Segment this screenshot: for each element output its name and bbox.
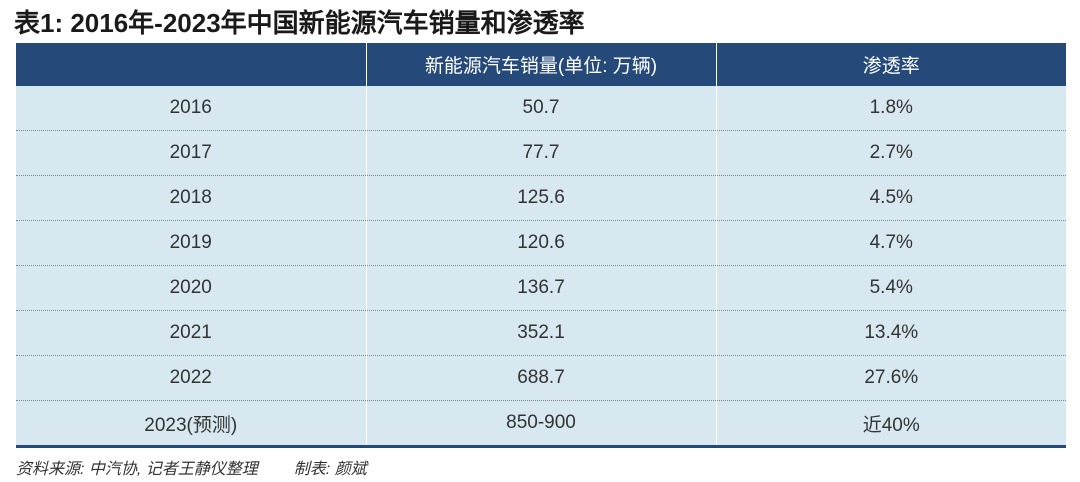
cell-penetration: 近40% <box>715 400 1066 448</box>
table-row: 2020 136.7 5.4% <box>16 265 1066 311</box>
table-title: 表1: 2016年-2023年中国新能源汽车销量和渗透率 <box>14 8 585 38</box>
cell-penetration: 13.4% <box>715 310 1066 356</box>
cell-penetration: 4.7% <box>715 220 1066 266</box>
header-sales: 新能源汽车销量(单位: 万辆) <box>365 43 716 86</box>
cell-sales: 77.7 <box>365 130 716 176</box>
header-year <box>16 43 366 86</box>
cell-sales: 120.6 <box>365 220 716 266</box>
cell-year: 2019 <box>16 220 366 266</box>
cell-sales: 352.1 <box>365 310 716 356</box>
table-row: 2019 120.6 4.7% <box>16 220 1066 266</box>
cell-penetration: 1.8% <box>715 86 1066 131</box>
table-header-row: 新能源汽车销量(单位: 万辆) 渗透率 <box>16 43 1066 86</box>
cell-year: 2021 <box>16 310 366 356</box>
cell-sales: 136.7 <box>365 265 716 311</box>
maker-text: 制表: 颜斌 <box>293 461 367 478</box>
cell-year: 2023(预测) <box>16 400 366 448</box>
cell-year: 2020 <box>16 265 366 311</box>
table-row: 2018 125.6 4.5% <box>16 175 1066 221</box>
cell-year: 2022 <box>16 355 366 401</box>
source-note: 资料来源: 中汽协, 记者王静仪整理 制表: 颜斌 <box>16 455 367 479</box>
cell-penetration: 5.4% <box>715 265 1066 311</box>
cell-year: 2016 <box>16 86 366 131</box>
cell-year: 2018 <box>16 175 366 221</box>
table-row: 2022 688.7 27.6% <box>16 355 1066 401</box>
cell-year: 2017 <box>16 130 366 176</box>
table-row: 2021 352.1 13.4% <box>16 310 1066 356</box>
table-row: 2016 50.7 1.8% <box>16 86 1066 131</box>
sales-penetration-table: 新能源汽车销量(单位: 万辆) 渗透率 2016 50.7 1.8% 2017 … <box>16 43 1066 448</box>
cell-sales: 850-900 <box>365 400 716 448</box>
cell-penetration: 27.6% <box>715 355 1066 401</box>
table-row: 2017 77.7 2.7% <box>16 130 1066 176</box>
table-row: 2023(预测) 850-900 近40% <box>16 400 1066 448</box>
cell-sales: 125.6 <box>365 175 716 221</box>
cell-sales: 50.7 <box>365 86 716 131</box>
data-table-container: 新能源汽车销量(单位: 万辆) 渗透率 2016 50.7 1.8% 2017 … <box>16 43 1066 448</box>
cell-sales: 688.7 <box>365 355 716 401</box>
header-penetration: 渗透率 <box>715 43 1066 86</box>
cell-penetration: 4.5% <box>715 175 1066 221</box>
source-text: 资料来源: 中汽协, 记者王静仪整理 <box>16 461 258 478</box>
cell-penetration: 2.7% <box>715 130 1066 176</box>
